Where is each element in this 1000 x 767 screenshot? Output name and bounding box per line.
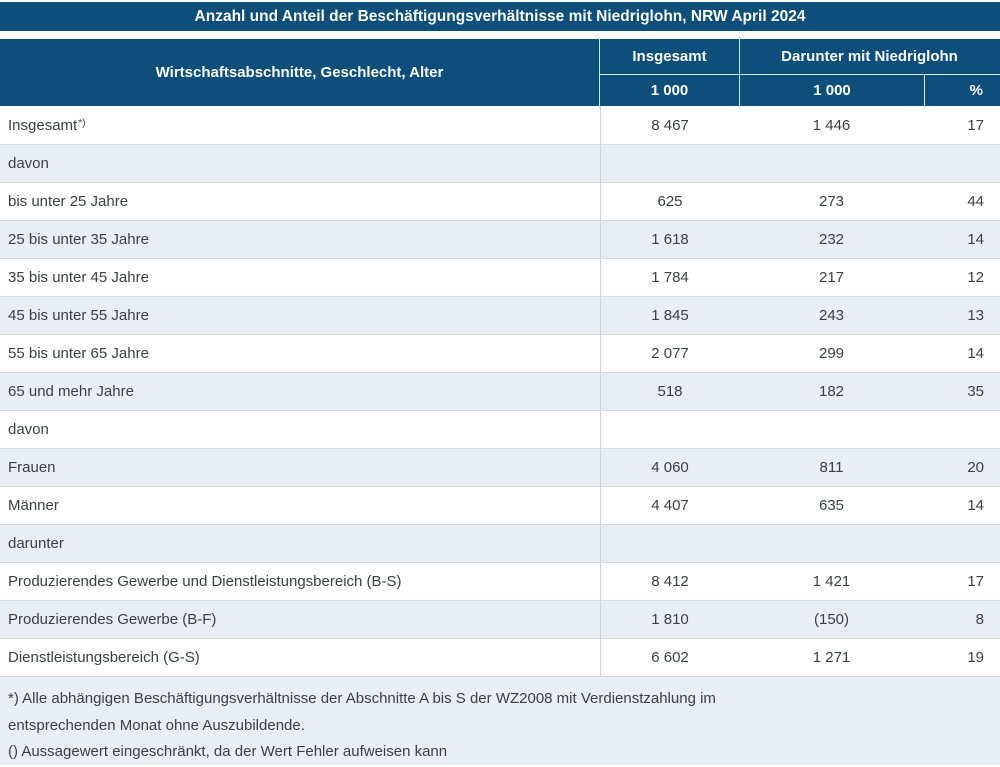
percent-cell: 14 — [967, 345, 984, 362]
lowwage-cell: 635 — [818, 497, 845, 514]
row-label: davon — [8, 155, 49, 172]
row-label: 45 bis unter 55 Jahre — [8, 307, 149, 324]
row-label: 65 und mehr Jahre — [8, 383, 134, 400]
row-label: 55 bis unter 65 Jahre — [8, 345, 149, 362]
row-label: 25 bis unter 35 Jahre — [8, 231, 149, 248]
row-55-bis-unter-65-jahre: 55 bis unter 65 Jahre 2 077 299 14 — [0, 334, 1000, 372]
row-dienstleistungsbereich: Dienstleistungsbereich (G-S) 6 602 1 271… — [0, 638, 1000, 676]
percent-cell: 19 — [967, 649, 984, 666]
lowwage-cell: 1 421 — [812, 573, 851, 590]
total-cell: 1 810 — [600, 601, 739, 638]
footnote-line-3: () Aussagewert eingeschränkt, da der Wer… — [8, 743, 448, 760]
lowwage-cell: 811 — [819, 459, 844, 476]
total-cell: 4 407 — [600, 487, 739, 524]
row-maenner: Männer 4 407 635 14 — [0, 486, 1000, 524]
row-produzierendes-gewerbe: Produzierendes Gewerbe (B-F) 1 810 (150)… — [0, 600, 1000, 638]
percent-cell: 20 — [967, 459, 984, 476]
row-label: Produzierendes Gewerbe (B-F) — [8, 611, 217, 628]
row-produzierendes-gewerbe-und-dienstleistungsbereich: Produzierendes Gewerbe und Dienstleistun… — [0, 562, 1000, 600]
table-body: Insgesamt *) 8 467 1 446 17 davon bis unt… — [0, 106, 1000, 676]
column-header-insgesamt: Insgesamt — [632, 48, 707, 65]
total-cell: 1 784 — [600, 259, 739, 296]
lowwage-cell: 1 446 — [812, 116, 851, 134]
row-insgesamt: Insgesamt *) 8 467 1 446 17 — [0, 106, 1000, 144]
row-label: bis unter 25 Jahre — [8, 193, 129, 210]
row-label: davon — [8, 421, 49, 438]
percent-cell: 14 — [967, 231, 984, 248]
percent-cell — [924, 145, 1000, 182]
percent-cell: 44 — [967, 193, 984, 210]
row-35-bis-unter-45-jahre: 35 bis unter 45 Jahre 1 784 217 12 — [0, 258, 1000, 296]
header-data-columns: Insgesamt Darunter mit Niedriglohn 1 000… — [600, 39, 1000, 106]
lowwage-cell: 273 — [818, 193, 845, 210]
total-cell: 6 602 — [600, 639, 739, 676]
total-cell — [600, 145, 739, 182]
total-cell — [600, 525, 739, 562]
lowwage-cell: 299 — [818, 345, 845, 362]
percent-cell: 13 — [967, 307, 984, 324]
percent-cell: 8 — [975, 611, 984, 628]
lowwage-cell: (150) — [813, 611, 850, 628]
section-row-davon-geschlecht: davon — [0, 410, 1000, 448]
row-label: Frauen — [8, 459, 56, 476]
column-header-wirtschaftsabschnitte: Wirtschaftsabschnitte, Geschlecht, Alter — [0, 39, 600, 106]
footnote-line-1: *) Alle abhängigen Beschäftigungsverhält… — [8, 690, 716, 707]
total-cell: 625 — [600, 183, 739, 220]
section-row-darunter: darunter — [0, 524, 1000, 562]
lowwage-cell: 243 — [818, 307, 845, 324]
total-cell: 8 467 — [600, 106, 739, 144]
lowwage-cell — [739, 145, 924, 182]
lowwage-cell: 217 — [818, 269, 845, 286]
lowwage-cell: 182 — [818, 383, 845, 400]
footnote-line-2: entsprechenden Monat ohne Auszubildende. — [8, 716, 305, 734]
column-header-darunter-mit-niedriglohn: Darunter mit Niedriglohn — [739, 39, 999, 74]
unit-header-total-1000: 1 000 — [650, 82, 689, 99]
total-cell: 8 412 — [600, 563, 739, 600]
total-cell: 4 060 — [600, 449, 739, 486]
lowwage-cell: 1 271 — [812, 649, 851, 666]
total-cell: 2 077 — [600, 335, 739, 372]
table-title: Anzahl und Anteil der Beschäftigungsverh… — [0, 2, 1000, 31]
table-header: Wirtschaftsabschnitte, Geschlecht, Alter… — [0, 39, 1000, 106]
row-bis-unter-25-jahre: bis unter 25 Jahre 625 273 44 — [0, 182, 1000, 220]
lowwage-cell — [739, 411, 924, 448]
total-cell — [600, 411, 739, 448]
total-cell: 518 — [600, 373, 739, 410]
header-units-row: 1 000 1 000 % — [600, 75, 1000, 106]
unit-header-lowwage-1000: 1 000 — [739, 75, 924, 106]
row-label: Dienstleistungsbereich (G-S) — [8, 649, 200, 666]
unit-header-percent: % — [924, 75, 999, 106]
percent-cell: 35 — [967, 383, 984, 400]
lowwage-cell — [739, 525, 924, 562]
row-25-bis-unter-35-jahre: 25 bis unter 35 Jahre 1 618 232 14 — [0, 220, 1000, 258]
percent-cell: 17 — [967, 573, 984, 590]
header-group-row: Insgesamt Darunter mit Niedriglohn — [600, 39, 1000, 75]
row-label: Produzierendes Gewerbe und Dienstleistun… — [8, 573, 402, 590]
percent-cell: 17 — [967, 116, 984, 134]
row-label: Männer — [8, 497, 59, 514]
row-45-bis-unter-55-jahre: 45 bis unter 55 Jahre 1 845 243 13 — [0, 296, 1000, 334]
row-label: Insgesamt *) — [8, 116, 86, 134]
row-65-und-mehr-jahre: 65 und mehr Jahre 518 182 35 — [0, 372, 1000, 410]
footnote-block: *) Alle abhängigen Beschäftigungsverhält… — [0, 676, 1000, 765]
row-label: darunter — [8, 535, 64, 552]
row-frauen: Frauen 4 060 811 20 — [0, 448, 1000, 486]
percent-cell: 12 — [967, 269, 984, 286]
row-label: 35 bis unter 45 Jahre — [8, 269, 149, 286]
lowwage-cell: 232 — [818, 231, 845, 248]
total-cell: 1 618 — [600, 221, 739, 258]
percent-cell — [924, 411, 1000, 448]
section-row-davon-alter: davon — [0, 144, 1000, 182]
total-cell: 1 845 — [600, 297, 739, 334]
percent-cell: 14 — [967, 497, 984, 514]
percent-cell — [924, 525, 1000, 562]
